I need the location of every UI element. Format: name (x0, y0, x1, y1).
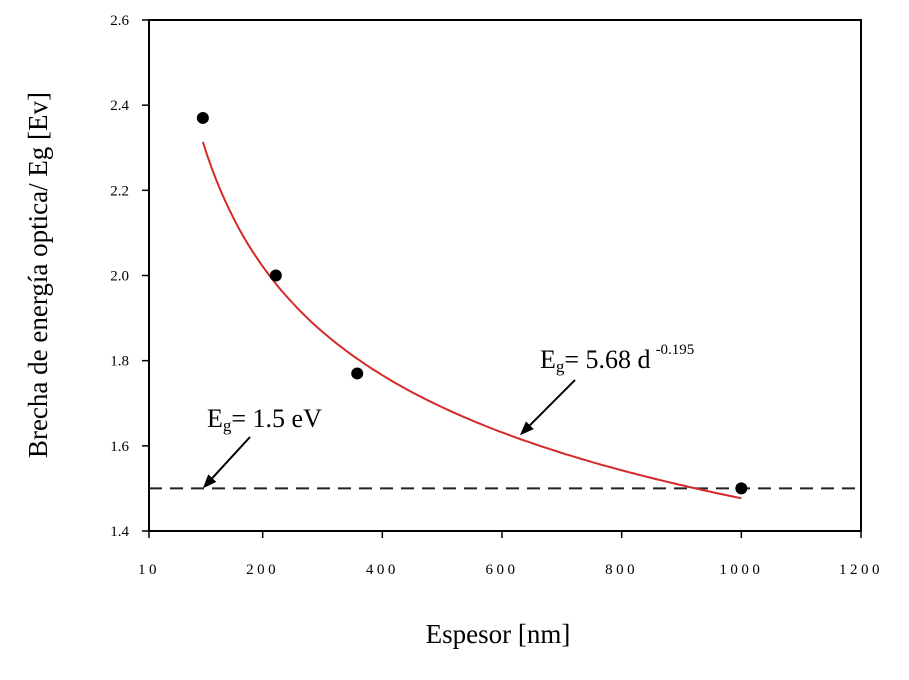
fit-curve (201, 141, 742, 500)
y-tick-label: 2.2 (110, 183, 129, 199)
fit-annotation-sup: -0.195 (656, 342, 695, 358)
y-tick-label: 2.6 (110, 13, 129, 29)
x-tick-label: 1200 (839, 562, 883, 578)
fit-arrowhead (519, 421, 534, 436)
y-tick-label: 1.4 (110, 524, 129, 540)
data-point (351, 367, 364, 380)
x-tick-label: 400 (366, 562, 399, 578)
fit-annotation: Eg= 5.68 d -0.195 (540, 342, 694, 376)
fit-annotation-sub: g (556, 357, 565, 376)
axis-ticks (142, 19, 862, 538)
data-point (196, 111, 209, 124)
x-tick-label: 800 (605, 562, 638, 578)
plot-frame (148, 19, 862, 532)
reference-arrowhead (202, 474, 217, 489)
y-tick-label: 1.6 (110, 439, 129, 455)
svg-text:Eg= 5.68 d-0.195: Eg= 5.68 d -0.195 (540, 342, 694, 376)
y-tick-label: 2.0 (110, 269, 129, 285)
reference-annotation-main: E (207, 404, 223, 433)
y-tick-label: 1.8 (110, 354, 129, 370)
reference-annotation: Eg= 1.5 eV (207, 404, 322, 435)
fit-arrow (529, 379, 576, 426)
data-points (196, 111, 748, 495)
x-tick-label: 10 (138, 562, 160, 578)
y-tick-label: 2.4 (110, 98, 129, 114)
svg-text:Eg= 1.5 eV: Eg= 1.5 eV (207, 404, 322, 435)
reference-annotation-sub: g (223, 416, 232, 435)
reference-annotation-rest: = 1.5 eV (231, 404, 322, 433)
x-tick-labels: 10 200 400 600 800 1000 1200 (138, 562, 883, 578)
fit-annotation-main: E (540, 345, 556, 374)
data-point (269, 269, 282, 282)
y-axis-title: Brecha de energía optica/ Eg [Ev] (23, 92, 53, 458)
x-tick-label: 600 (486, 562, 519, 578)
fit-annotation-rest: = 5.68 d (564, 345, 650, 374)
data-point (735, 482, 748, 495)
y-tick-labels: 1.4 1.6 1.8 2.0 2.2 2.4 2.6 (110, 13, 129, 540)
x-tick-label: 1000 (719, 562, 763, 578)
x-tick-label: 200 (246, 562, 279, 578)
x-axis-title: Espesor [nm] (426, 619, 571, 649)
reference-arrow (211, 436, 251, 479)
